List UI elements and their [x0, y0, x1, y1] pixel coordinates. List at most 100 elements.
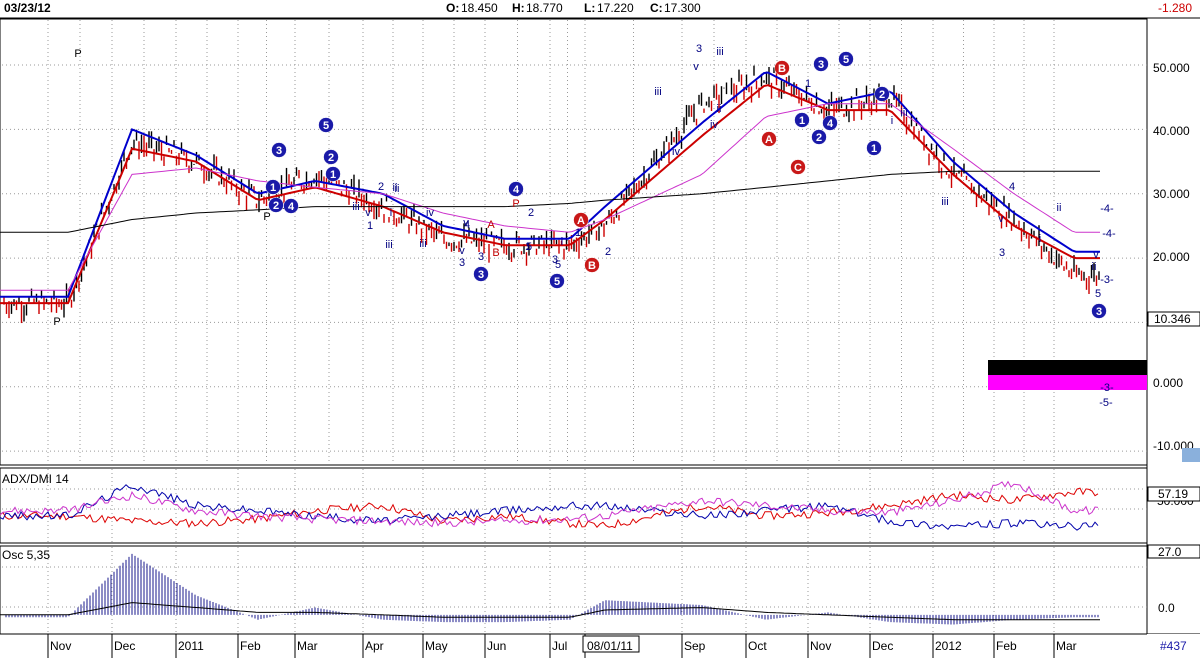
wave-label: i — [1039, 233, 1041, 245]
wave-label: 1 — [805, 78, 811, 90]
wave-label: iii — [352, 201, 359, 213]
wave-label: v — [365, 207, 371, 219]
circled-wave-label: B — [778, 63, 786, 75]
x-tick-label: Nov — [810, 639, 831, 653]
circled-wave-label: 4 — [513, 184, 520, 196]
wave-label: v — [1093, 249, 1099, 261]
panel-frames — [0, 18, 1200, 635]
adx-blue-line — [0, 484, 1099, 531]
wave-label: 5 — [526, 241, 532, 253]
wave-label: 1 — [367, 220, 373, 232]
circled-wave-label: 4 — [288, 201, 295, 213]
circled-wave-marker — [761, 131, 777, 147]
circled-wave-label: 5 — [843, 54, 849, 66]
slow-average-line — [0, 84, 1100, 305]
circled-wave-label: 2 — [816, 132, 822, 144]
circled-wave-marker — [811, 129, 827, 145]
circled-wave-label: 1 — [871, 143, 877, 155]
wave-label: 3 — [478, 251, 484, 263]
osc-top-box — [1147, 544, 1200, 559]
last-price-box — [1147, 311, 1200, 327]
wave-label: ii — [1057, 202, 1062, 214]
circled-wave-marker — [325, 166, 341, 182]
wave-label: v — [998, 213, 1004, 225]
circled-wave-marker — [822, 115, 838, 131]
header-date: 03/23/12 — [4, 1, 51, 15]
axis-marker — [1182, 448, 1200, 462]
adx-magenta-line — [0, 480, 1099, 528]
fast-average-line — [0, 71, 1100, 298]
circled-wave-marker — [283, 198, 299, 214]
tick-label: 30.000 — [1153, 187, 1190, 201]
close-value: 17.300 — [664, 1, 701, 15]
adx-red-line — [0, 487, 1099, 529]
wave-label: P — [263, 211, 270, 223]
wave-label: 5 — [555, 259, 561, 271]
x-tick-label: Apr — [365, 639, 384, 653]
price-layer — [0, 65, 1100, 324]
open-value: 18.450 — [461, 1, 498, 15]
wave-label: 5 — [1095, 288, 1101, 300]
wave-label: iii — [385, 239, 392, 251]
black-ma-line — [0, 170, 1100, 233]
x-tick-label: Jun — [487, 639, 506, 653]
grid — [2, 20, 1147, 633]
zone-magenta — [988, 375, 1147, 390]
osc-top-value: 27.0 — [1158, 545, 1182, 559]
circled-wave-marker — [813, 56, 829, 72]
bar-count-area — [1147, 634, 1200, 658]
wave-label: iv — [710, 119, 718, 131]
adx-title: ADX/DMI 14 — [2, 472, 69, 486]
wave-label: iii — [900, 107, 907, 119]
wave-label: -3- — [1100, 274, 1114, 286]
x-tick-label: Mar — [1056, 639, 1077, 653]
wave-label: iii — [716, 46, 723, 58]
wave-label: iii — [941, 196, 948, 208]
circled-wave-marker — [573, 212, 589, 228]
osc-layer — [0, 553, 1100, 625]
circled-wave-marker — [874, 86, 890, 102]
x-tick-label: Dec — [872, 639, 893, 653]
wave-label: 1 — [525, 241, 531, 253]
circled-wave-marker — [265, 179, 281, 195]
circled-wave-label: A — [577, 215, 585, 227]
circled-wave-marker — [774, 60, 790, 76]
wave-label: i — [390, 207, 392, 219]
zone-black — [988, 360, 1147, 375]
circled-wave-label: 1 — [799, 115, 805, 127]
x-axis: #437 Nov Dec 2011 Feb Mar Apr May Jun Jul 08/01/1… — [0, 633, 1200, 658]
osc-signal-line — [0, 602, 1100, 621]
tick-label: 20.000 — [1153, 250, 1190, 264]
circled-wave-label: 3 — [1096, 306, 1102, 318]
x-tick-label: 2011 — [178, 639, 204, 653]
wave-label: 3 — [552, 254, 558, 266]
x-tick-label: 2012 — [935, 639, 962, 653]
wave-label: 3 — [696, 43, 702, 55]
close-label: C: — [650, 1, 663, 15]
x-tick-label: May — [425, 639, 448, 653]
bar-count-label: #437 — [1160, 639, 1187, 653]
x-tick-label: Sep — [684, 639, 706, 653]
circled-wave-marker — [271, 142, 287, 158]
circled-wave-label: 5 — [323, 120, 329, 132]
change-value: -1.280 — [1158, 1, 1192, 15]
wave-label: 3 — [459, 257, 465, 269]
circled-wave-marker — [866, 140, 882, 156]
low-label: L: — [584, 1, 595, 15]
last-price-value: 10.346 — [1154, 312, 1191, 326]
tick-label: 40.000 — [1153, 124, 1190, 138]
x-tick-label: Dec — [114, 639, 135, 653]
open-label: O: — [446, 1, 459, 15]
adx-layer — [0, 480, 1099, 531]
circled-wave-label: 1 — [270, 182, 276, 194]
wave-label: v — [459, 245, 465, 257]
wave-label: A — [487, 219, 495, 231]
wave-label: 4 — [464, 219, 470, 231]
wave-label: iv — [672, 146, 680, 158]
low-value: 17.220 — [597, 1, 634, 15]
header-bar — [0, 0, 1200, 18]
wave-label: -5- — [1099, 397, 1113, 409]
adx-value: 57.19 — [1158, 487, 1188, 501]
wave-label: 2 — [605, 246, 611, 258]
circled-wave-marker — [838, 51, 854, 67]
